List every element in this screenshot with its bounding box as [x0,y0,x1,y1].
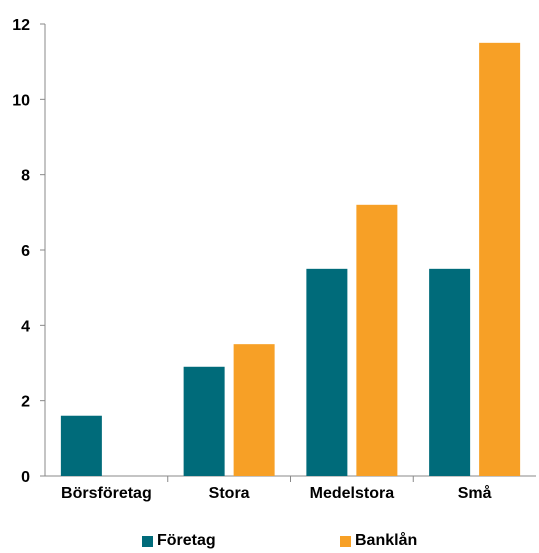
y-tick-label: 6 [21,243,30,260]
y-tick-label: 4 [21,318,30,335]
bar-foretag [183,366,225,476]
legend-label-banklan: Banklån [355,532,418,549]
bar-foretag [429,268,471,476]
bar-banklan [233,344,275,476]
legend-item-banklan: Banklån [340,532,417,550]
legend-label-foretag: Företag [157,532,216,549]
y-tick-label: 8 [21,168,30,185]
y-tick-label: 2 [21,394,30,411]
bar-banklan [356,204,398,477]
x-tick-label: Medelstora [310,485,395,502]
y-tick-label: 0 [21,469,30,486]
x-axis-ticks: Börsföretag Stora Medelstora Små [61,476,492,502]
x-tick-label: Små [458,484,492,502]
y-tick-label: 10 [12,92,30,109]
y-axis-ticks: 0 2 4 6 8 10 12 [12,17,45,486]
legend-item-foretag: Företag [142,532,216,550]
x-tick-label: Börsföretag [61,485,152,502]
bar-foretag [60,415,102,476]
x-tick-label: Stora [209,485,250,502]
bar-banklan [479,42,521,476]
legend-swatch-banklan [340,535,351,547]
legend: Företag Banklån [0,532,539,552]
legend-swatch-foretag [142,535,153,547]
bar-series [60,42,521,477]
bar-foretag [306,268,348,476]
y-tick-label: 12 [12,17,30,34]
